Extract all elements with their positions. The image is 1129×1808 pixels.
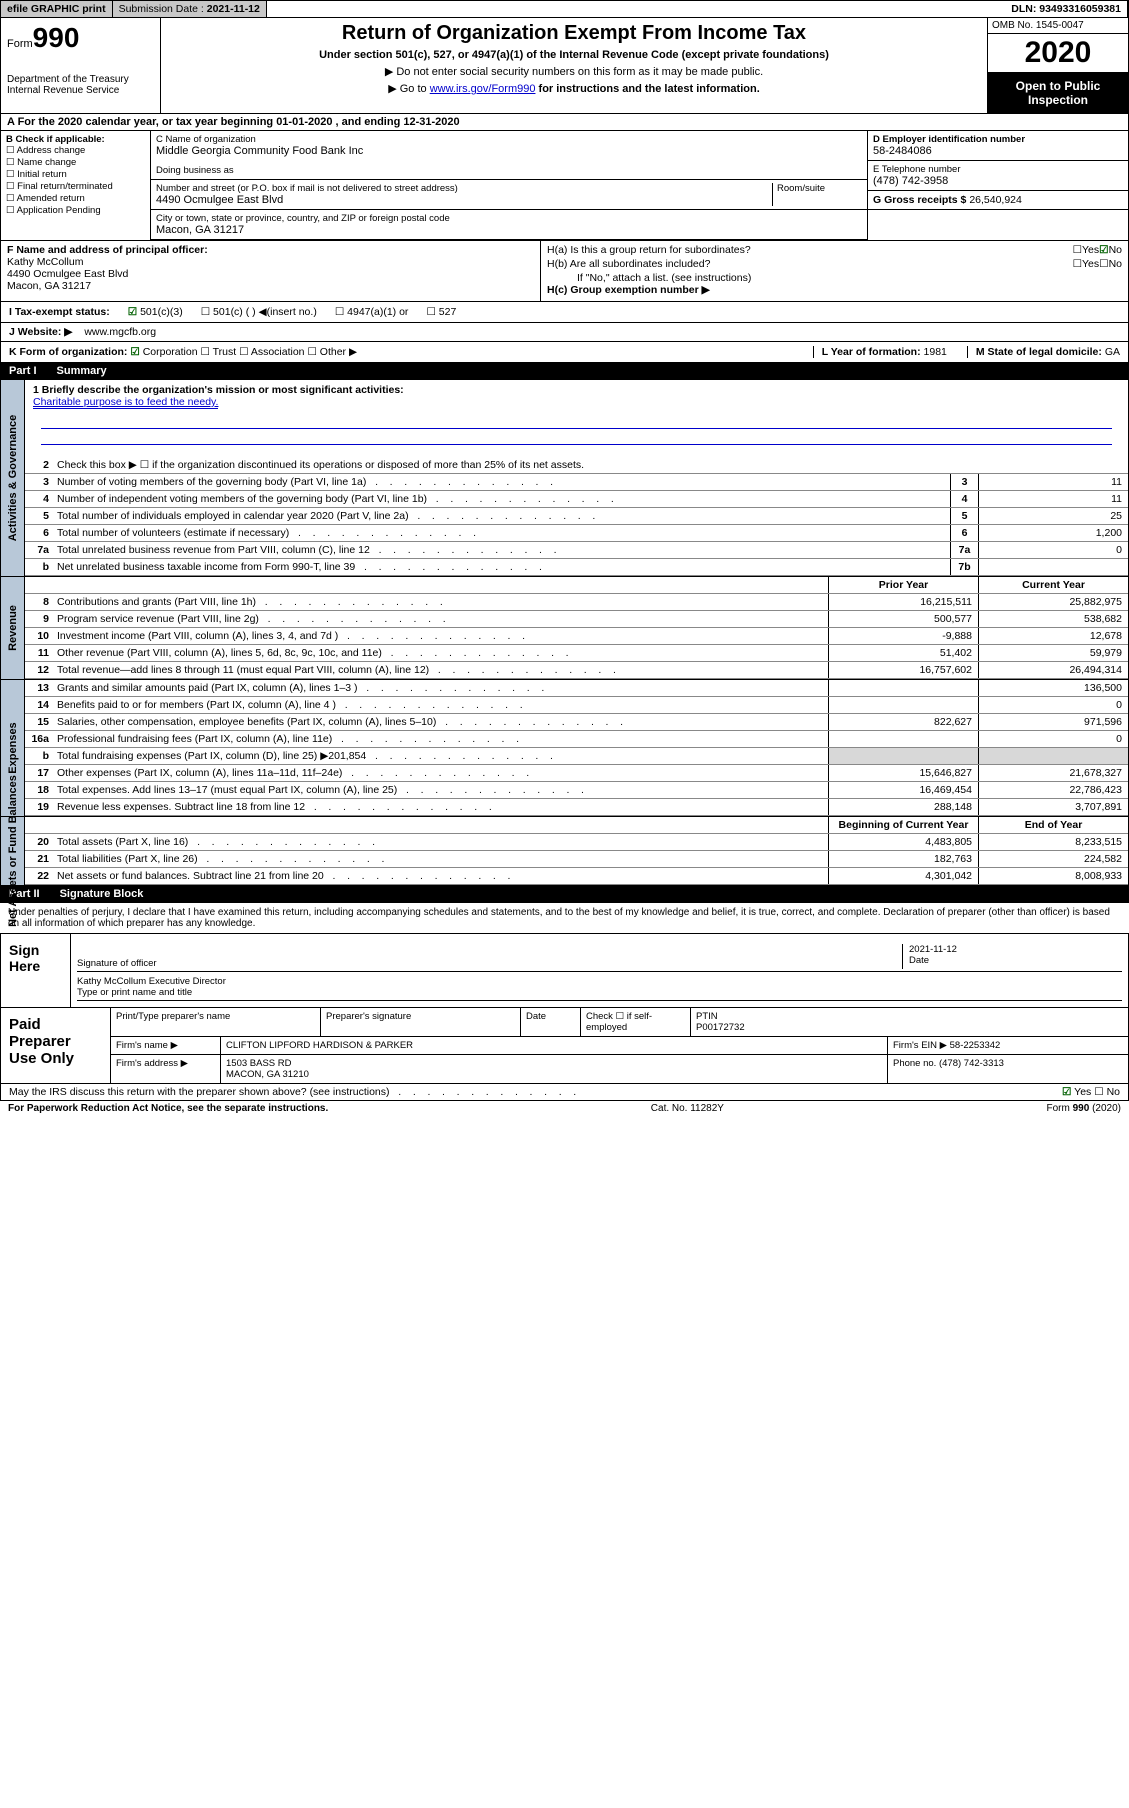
section-j-website: J Website: ▶ www.mgcfb.org: [0, 322, 1129, 342]
paid-preparer-label: Paid Preparer Use Only: [1, 1008, 111, 1083]
summary-row: 6 Total number of volunteers (estimate i…: [25, 525, 1128, 542]
tax-year: 2020: [988, 34, 1128, 73]
summary-row: 14 Benefits paid to or for members (Part…: [25, 697, 1128, 714]
summary-row: 13 Grants and similar amounts paid (Part…: [25, 680, 1128, 697]
org-city: Macon, GA 31217: [156, 224, 862, 236]
public-inspection-badge: Open to Public Inspection: [988, 73, 1128, 113]
summary-row: b Total fundraising expenses (Part IX, c…: [25, 748, 1128, 765]
sign-here-label: Sign Here: [1, 934, 71, 1007]
summary-row: 11 Other revenue (Part VIII, column (A),…: [25, 645, 1128, 662]
summary-row: 4 Number of independent voting members o…: [25, 491, 1128, 508]
summary-row: 17 Other expenses (Part IX, column (A), …: [25, 765, 1128, 782]
org-name: Middle Georgia Community Food Bank Inc: [156, 145, 862, 157]
firm-name: CLIFTON LIPFORD HARDISON & PARKER: [221, 1037, 888, 1054]
dln: DLN: 93493316059381: [1005, 1, 1128, 17]
side-revenue: Revenue: [1, 577, 25, 679]
summary-row: 15 Salaries, other compensation, employe…: [25, 714, 1128, 731]
page-footer: For Paperwork Reduction Act Notice, see …: [0, 1101, 1129, 1116]
instructions-link[interactable]: www.irs.gov/Form990: [430, 83, 536, 95]
section-l: L Year of formation: 1981: [813, 346, 947, 358]
ptin: P00172732: [696, 1022, 745, 1033]
summary-row: 21 Total liabilities (Part X, line 26) 1…: [25, 851, 1128, 868]
summary-row: 20 Total assets (Part X, line 16) 4,483,…: [25, 834, 1128, 851]
section-h: H(a) Is this a group return for subordin…: [541, 241, 1128, 301]
side-governance: Activities & Governance: [1, 380, 25, 576]
summary-row: 7a Total unrelated business revenue from…: [25, 542, 1128, 559]
summary-row: 8 Contributions and grants (Part VIII, l…: [25, 594, 1128, 611]
org-street: 4490 Ocmulgee East Blvd: [156, 194, 772, 206]
gross-receipts: 26,540,924: [969, 194, 1022, 206]
top-bar: efile GRAPHIC print Submission Date : 20…: [0, 0, 1129, 18]
section-k: K Form of organization: ☑ Corporation ☐ …: [9, 346, 357, 358]
part2-header: Part IISignature Block: [0, 886, 1129, 903]
form-header: Form990 Department of the Treasury Inter…: [0, 18, 1129, 114]
summary-row: 12 Total revenue—add lines 8 through 11 …: [25, 662, 1128, 679]
penalty-statement: Under penalties of perjury, I declare th…: [0, 903, 1129, 934]
section-b-checkboxes: B Check if applicable: ☐ Address change …: [1, 131, 151, 240]
section-i-tax-status: I Tax-exempt status: ☑ 501(c)(3) ☐ 501(c…: [0, 302, 1129, 322]
summary-row: 10 Investment income (Part VIII, column …: [25, 628, 1128, 645]
officer-name: Kathy McCollum Executive Director: [77, 976, 226, 987]
section-f-officer: F Name and address of principal officer:…: [1, 241, 541, 301]
summary-row: 16a Professional fundraising fees (Part …: [25, 731, 1128, 748]
side-netassets: Net Assets or Fund Balances: [1, 817, 25, 885]
form-title: Return of Organization Exempt From Incom…: [167, 22, 981, 45]
summary-row: 3 Number of voting members of the govern…: [25, 474, 1128, 491]
summary-row: 18 Total expenses. Add lines 13–17 (must…: [25, 782, 1128, 799]
discuss-row: May the IRS discuss this return with the…: [0, 1084, 1129, 1101]
sign-date: 2021-11-12: [909, 944, 957, 955]
omb-number: OMB No. 1545-0047: [988, 18, 1128, 34]
summary-row: 5 Total number of individuals employed i…: [25, 508, 1128, 525]
part1-header: Part ISummary: [0, 363, 1129, 380]
telephone: (478) 742-3958: [873, 175, 1123, 187]
submission-date: Submission Date : 2021-11-12: [113, 1, 267, 17]
mission-block: 1 Briefly describe the organization's mi…: [25, 380, 1128, 457]
efile-label: efile GRAPHIC print: [1, 1, 113, 17]
ein: 58-2484086: [873, 145, 1123, 157]
form-number: 990: [33, 22, 80, 53]
summary-row: 19 Revenue less expenses. Subtract line …: [25, 799, 1128, 816]
line-a-tax-year: A For the 2020 calendar year, or tax yea…: [0, 114, 1129, 131]
summary-row: 22 Net assets or fund balances. Subtract…: [25, 868, 1128, 885]
department: Department of the Treasury Internal Reve…: [7, 74, 154, 96]
summary-row: 9 Program service revenue (Part VIII, li…: [25, 611, 1128, 628]
summary-row: b Net unrelated business taxable income …: [25, 559, 1128, 576]
firm-ein: 58-2253342: [950, 1040, 1001, 1051]
firm-phone: (478) 742-3313: [939, 1058, 1004, 1069]
section-m: M State of legal domicile: GA: [967, 346, 1120, 358]
